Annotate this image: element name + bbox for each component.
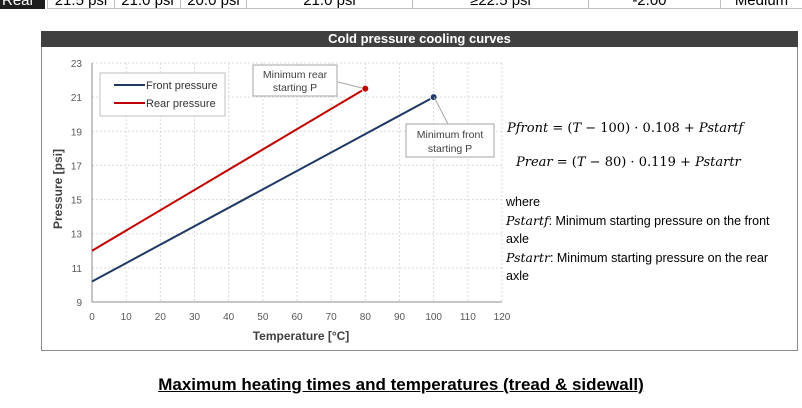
legend-label-front: Front pressure	[146, 80, 218, 92]
table-cell: 21.0 psi	[246, 0, 412, 9]
front-callout-box	[405, 123, 495, 158]
y-tick-label: 21	[71, 93, 83, 104]
formula-front-var: T	[572, 121, 582, 136]
rear-callout-line2: starting P	[273, 82, 317, 94]
front-callout-line1: Minimum front	[417, 129, 484, 141]
notes-pstartr: Pstartr: Minimum starting pressure on th…	[506, 249, 786, 286]
y-tick-label: 23	[71, 59, 83, 70]
front-callout: Minimum front starting P	[405, 96, 495, 158]
tire-pressure-table-row: Rear 21.5 psi 21.0 psi 20.0 psi 21.0 psi…	[0, 0, 802, 10]
x-axis-title: Temperature [°C]	[253, 329, 350, 343]
x-tick-label: 20	[155, 312, 167, 323]
notes-pstartr-text: : Minimum starting pressure on the rear …	[506, 250, 769, 284]
rear-pressure-formula: Prear = (T − 80) · 0.119 + Pstartr	[516, 155, 741, 170]
x-tick-label: 70	[326, 312, 338, 323]
x-tick-label: 80	[360, 312, 372, 323]
x-tick-label: 30	[189, 312, 201, 323]
chart-legend: Front pressure Rear pressure	[99, 72, 226, 117]
notes-pstartf-symbol: Pstartf	[506, 212, 549, 228]
formula-front-rest: − 100) · 0.108 +	[581, 121, 699, 136]
table-cell: Medium	[720, 0, 802, 9]
series-line-front	[91, 96, 435, 283]
formula-rear-var: T	[576, 155, 586, 170]
x-tick-label: 0	[89, 312, 95, 323]
table-cell: ≥22.5 psi	[412, 0, 588, 9]
rear-callout-leader	[337, 81, 363, 89]
y-tick-label: 17	[71, 161, 83, 172]
x-tick-label: 110	[460, 312, 476, 323]
formula-rear-param: Pstartr	[695, 155, 741, 170]
front-callout-line2: starting P	[428, 143, 472, 155]
formula-notes: where Pstartf: Minimum starting pressure…	[506, 193, 786, 286]
formula-front-param: Pstartf	[698, 121, 744, 136]
table-cell: 21.5 psi	[47, 0, 114, 9]
x-tick-label: 120	[494, 312, 511, 323]
table-cell: -2.00 °	[588, 0, 720, 9]
y-axis-title: Pressure [psi]	[51, 149, 65, 229]
y-tick-label: 9	[76, 298, 82, 309]
notes-where: where	[506, 195, 541, 209]
rear-callout: Minimum rear starting P	[252, 64, 363, 97]
rear-callout-line1: Minimum rear	[263, 69, 328, 81]
series-line-rear	[91, 87, 366, 252]
notes-pstartr-symbol: Pstartr	[506, 249, 550, 265]
x-tick-label: 90	[394, 312, 406, 323]
y-tick-label: 19	[71, 127, 83, 138]
front-pressure-formula: Pfront = (T − 100) · 0.108 + Pstartf	[507, 121, 743, 136]
y-tick-label: 11	[72, 264, 83, 275]
series-end-point-rear	[361, 84, 370, 93]
x-tick-label: 100	[425, 312, 442, 323]
table-cell: 20.0 psi	[180, 0, 246, 9]
x-tick-label: 10	[121, 312, 133, 323]
y-tick-label: 15	[71, 196, 83, 207]
formula-front-eq: = (	[548, 121, 573, 136]
formula-rear-rest: − 80) · 0.119 +	[585, 155, 696, 170]
notes-pstartf-text: : Minimum starting pressure on the front…	[506, 213, 770, 247]
row-label: Rear	[0, 0, 45, 9]
notes-pstartf: Pstartf: Minimum starting pressure on th…	[506, 212, 786, 249]
table-cell: 21.0 psi	[114, 0, 180, 9]
x-tick-label: 60	[291, 312, 303, 323]
section-heading: Maximum heating times and temperatures (…	[158, 375, 644, 394]
formula-rear-eq: = (	[552, 155, 577, 170]
x-tick-label: 50	[257, 312, 269, 323]
formula-front-lhs: Pfront	[507, 121, 549, 136]
rear-callout-box	[252, 64, 338, 97]
front-callout-leader	[433, 96, 449, 125]
x-tick-label: 40	[223, 312, 235, 323]
chart-title: Cold pressure cooling curves	[41, 31, 798, 47]
legend-box	[99, 72, 226, 117]
series-end-point-front	[429, 93, 438, 102]
legend-label-rear: Rear pressure	[146, 98, 216, 110]
y-tick-label: 13	[71, 230, 83, 241]
formula-rear-lhs: Prear	[516, 155, 553, 170]
